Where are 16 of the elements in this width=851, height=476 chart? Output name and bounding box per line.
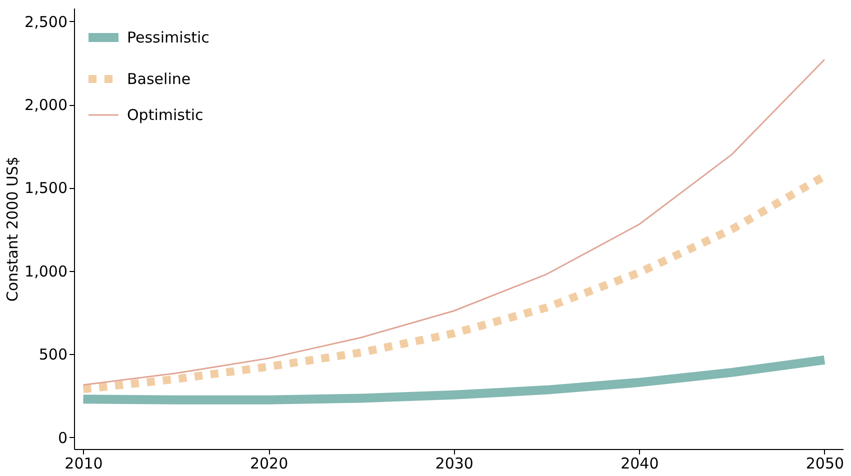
y-tick-label: 1,000 — [24, 262, 68, 280]
x-tick-label: 2040 — [620, 454, 659, 472]
x-tick-label: 2030 — [435, 454, 474, 472]
legend-label: Pessimistic — [127, 28, 210, 46]
y-tick-label: 2,500 — [24, 12, 68, 31]
x-tick-label: 2010 — [64, 454, 103, 472]
legend-label: Optimistic — [127, 106, 204, 124]
y-tick-label: 500 — [38, 346, 68, 364]
y-tick-label: 0 — [58, 428, 68, 447]
y-tick-label: 2,000 — [24, 96, 68, 114]
y-axis-title: Constant 2000 US$ — [4, 156, 22, 302]
y-tick-label: 1,500 — [24, 179, 68, 198]
x-tick-label: 2050 — [806, 454, 844, 472]
line-series — [82, 58, 826, 386]
x-tick-label: 2020 — [250, 454, 288, 472]
legend-label: Baseline — [127, 70, 191, 88]
